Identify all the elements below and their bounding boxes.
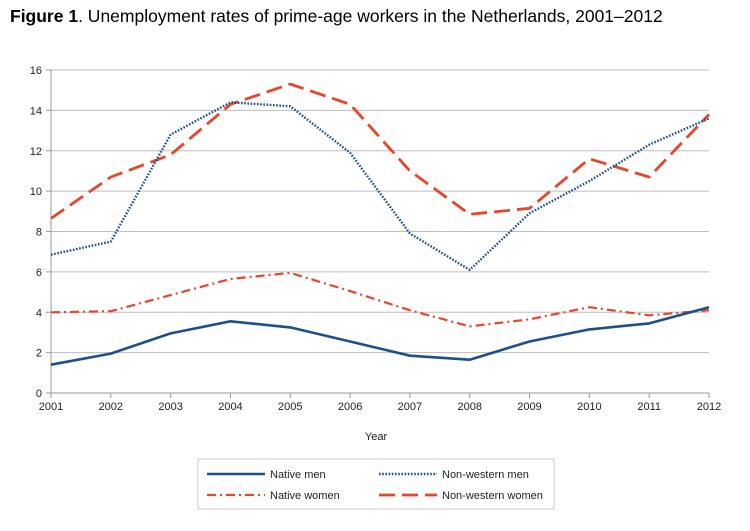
x-tick-label: 2012: [697, 401, 721, 413]
y-tick-label: 12: [30, 146, 42, 158]
y-tick-label: 8: [36, 227, 42, 239]
legend-label: Non-western women: [442, 490, 543, 502]
series-line-native-men: [50, 305, 710, 366]
legend-label: Non-western men: [442, 469, 529, 481]
axes: [46, 69, 710, 398]
y-tick-label: 6: [36, 267, 42, 279]
legend-label: Native women: [270, 490, 340, 502]
x-tick-label: 2010: [577, 401, 601, 413]
x-tick-label: 2003: [158, 401, 182, 413]
legend: Native men Non-western men Native women Non…: [207, 469, 543, 502]
x-tick-label: 2005: [278, 401, 302, 413]
series-lines: [50, 82, 711, 366]
legend-label: Native men: [270, 469, 326, 481]
series-line-native-women: [50, 271, 710, 328]
y-tick-label: 14: [30, 105, 42, 117]
x-tick-label: 2002: [99, 401, 123, 413]
series-line-non-western-men: [50, 101, 710, 272]
legend-box: [197, 458, 555, 510]
figure-label: Figure 1: [10, 6, 79, 26]
x-tick-label: 2006: [338, 401, 362, 413]
x-axis-label: Year: [365, 431, 388, 443]
x-tick-label: 2008: [457, 401, 481, 413]
x-tick-labels: 2001 2002 2003 2004 2005 2006 2007 2008 2009 2010…: [39, 401, 721, 413]
figure-caption: . Unemployment rates of prime-age worker…: [78, 6, 663, 26]
y-tick-label: 2: [36, 348, 42, 360]
series-line-non-western-women: [50, 82, 711, 220]
y-tick-labels: 0 2 4 6 8 10 12 14 16: [30, 65, 42, 400]
chart-title: Figure 1. Unemployment rates of prime-ag…: [10, 6, 740, 27]
y-tick-label: 10: [30, 186, 42, 198]
x-tick-label: 2004: [218, 401, 242, 413]
y-tick-label: 0: [36, 388, 42, 400]
x-tick-label: 2011: [637, 401, 661, 413]
y-tick-label: 16: [30, 65, 42, 77]
y-tick-label: 4: [36, 307, 42, 319]
x-tick-label: 2007: [398, 401, 422, 413]
x-tick-label: 2001: [39, 401, 63, 413]
x-tick-label: 2009: [517, 401, 541, 413]
gridlines: [51, 69, 709, 354]
